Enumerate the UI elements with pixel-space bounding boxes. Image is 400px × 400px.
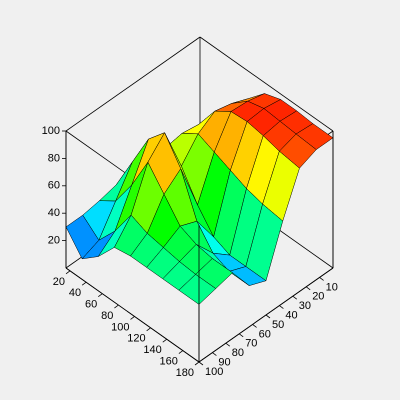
y-tick	[279, 305, 284, 309]
y-tick	[252, 324, 257, 328]
y-tick-label: 50	[272, 319, 284, 331]
box-edge	[65, 36, 201, 132]
y-tick	[319, 277, 324, 281]
x-tick-label: 160	[160, 356, 178, 368]
x-tick	[194, 361, 200, 366]
x-tick-label: 20	[53, 276, 65, 288]
y-tick-label: 40	[285, 310, 297, 322]
z-tick-label: 40	[48, 207, 60, 219]
x-tick	[114, 304, 119, 309]
y-tick-label: 20	[312, 291, 324, 303]
x-tick-label: 100	[111, 321, 129, 333]
x-tick	[178, 350, 184, 354]
x-tick	[146, 327, 151, 332]
x-tick-label: 40	[69, 287, 81, 299]
y-tick	[265, 314, 271, 319]
y-tick-label: 80	[232, 347, 244, 359]
z-tick-label: 80	[48, 152, 60, 164]
x-tick	[162, 338, 167, 343]
y-tick	[305, 286, 311, 291]
x-tick	[130, 316, 135, 320]
x-tick	[81, 281, 87, 286]
y-tick-label: 70	[245, 338, 257, 350]
x-tick	[65, 270, 71, 275]
box-edge	[65, 267, 200, 363]
y-tick	[292, 295, 298, 300]
y-tick-label: 100	[205, 366, 223, 378]
x-tick-label: 80	[101, 310, 113, 322]
y-tick-label: 60	[259, 328, 271, 340]
y-tick	[238, 333, 244, 338]
y-tick-label: 90	[218, 357, 230, 369]
y-tick-label: 30	[299, 300, 311, 312]
x-tick	[98, 293, 103, 297]
x-tick-label: 120	[127, 333, 145, 345]
y-tick-label: 10	[326, 281, 338, 293]
z-tick-label: 100	[42, 125, 60, 137]
x-tick-label: 60	[85, 299, 97, 311]
box-edge	[199, 36, 334, 132]
y-tick	[198, 361, 204, 366]
y-tick	[212, 352, 217, 356]
z-tick-label: 20	[48, 235, 60, 247]
x-tick-label: 140	[143, 344, 161, 356]
x-tick-label: 180	[176, 367, 194, 379]
y-tick	[225, 342, 231, 347]
z-tick-label: 60	[48, 180, 60, 192]
